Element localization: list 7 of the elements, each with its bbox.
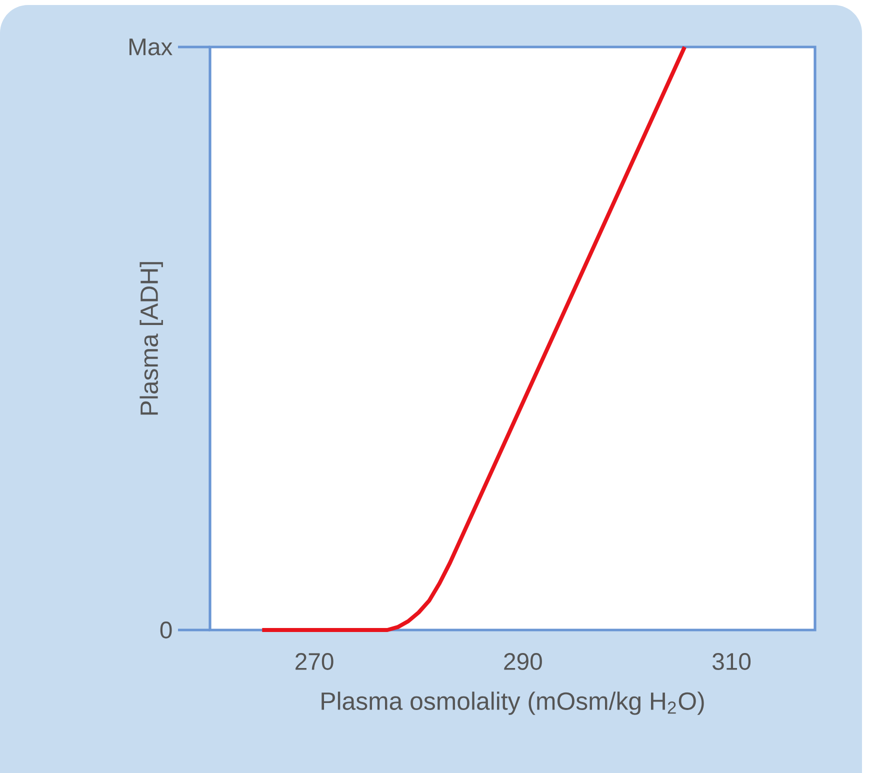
- x-tick-label: 310: [712, 653, 751, 670]
- y-axis-title: Plasma [ADH]: [140, 262, 163, 415]
- text: Max: [130, 38, 172, 56]
- x-tick-label: 270: [296, 653, 334, 670]
- text: 0: [160, 622, 172, 638]
- x-tick-label: 290: [504, 653, 542, 670]
- x-axis-title: Plasma osmolality (mOsm/kg H$_{2}$O): [322, 692, 704, 715]
